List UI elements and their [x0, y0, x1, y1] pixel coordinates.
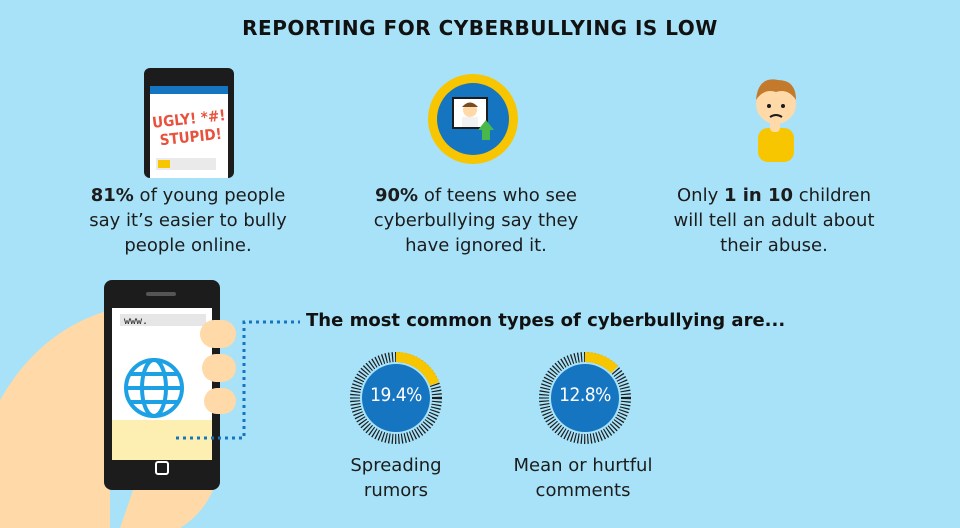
browser-url: www.: [124, 316, 148, 327]
stat-text: children: [793, 185, 871, 206]
globe-icon: [124, 358, 184, 418]
label-line: Mean or hurtful: [513, 455, 653, 476]
donut-value-comments: 12.8%: [559, 384, 611, 406]
stat-highlight: 90%: [375, 185, 419, 206]
stat-highlight: 1 in 10: [723, 185, 794, 206]
sad-child-icon: [756, 79, 796, 162]
label-line: rumors: [363, 480, 429, 501]
stat-text: of young people: [133, 185, 286, 206]
stat-text: people online.: [124, 235, 252, 256]
stat-text: have ignored it.: [405, 235, 547, 256]
stat-tell-adult: Only 1 in 10 children will tell an adult…: [634, 183, 914, 258]
hand-phone-illustration: www.: [0, 280, 300, 528]
label-line: comments: [535, 480, 631, 501]
ignored-photo-icon: [428, 74, 518, 164]
label-line: Spreading: [350, 455, 442, 476]
stat-highlight: 81%: [90, 185, 134, 206]
donut-label-rumors: Spreading rumors: [301, 453, 491, 503]
section-subtitle: The most common types of cyberbullying a…: [306, 310, 786, 331]
stat-easier-to-bully: 81% of young people say it’s easier to b…: [48, 183, 328, 258]
stat-text: of teens who see: [418, 185, 577, 206]
page-title: REPORTING FOR CYBERBULLYING IS LOW: [242, 16, 718, 40]
donut-value-rumors: 19.4%: [370, 384, 422, 406]
stat-text: their abuse.: [720, 235, 828, 256]
stat-text: cyberbullying say they: [373, 210, 579, 231]
stat-text: say it’s easier to bully: [89, 210, 287, 231]
browser-address-bar: [120, 314, 206, 326]
stat-text: Only: [677, 185, 724, 206]
stat-text: will tell an adult about: [673, 210, 875, 231]
donut-label-comments: Mean or hurtful comments: [488, 453, 678, 503]
stat-ignored: 90% of teens who see cyberbullying say t…: [336, 183, 616, 258]
bully-phone-icon: UGLY! *#! STUPID!: [144, 68, 234, 178]
